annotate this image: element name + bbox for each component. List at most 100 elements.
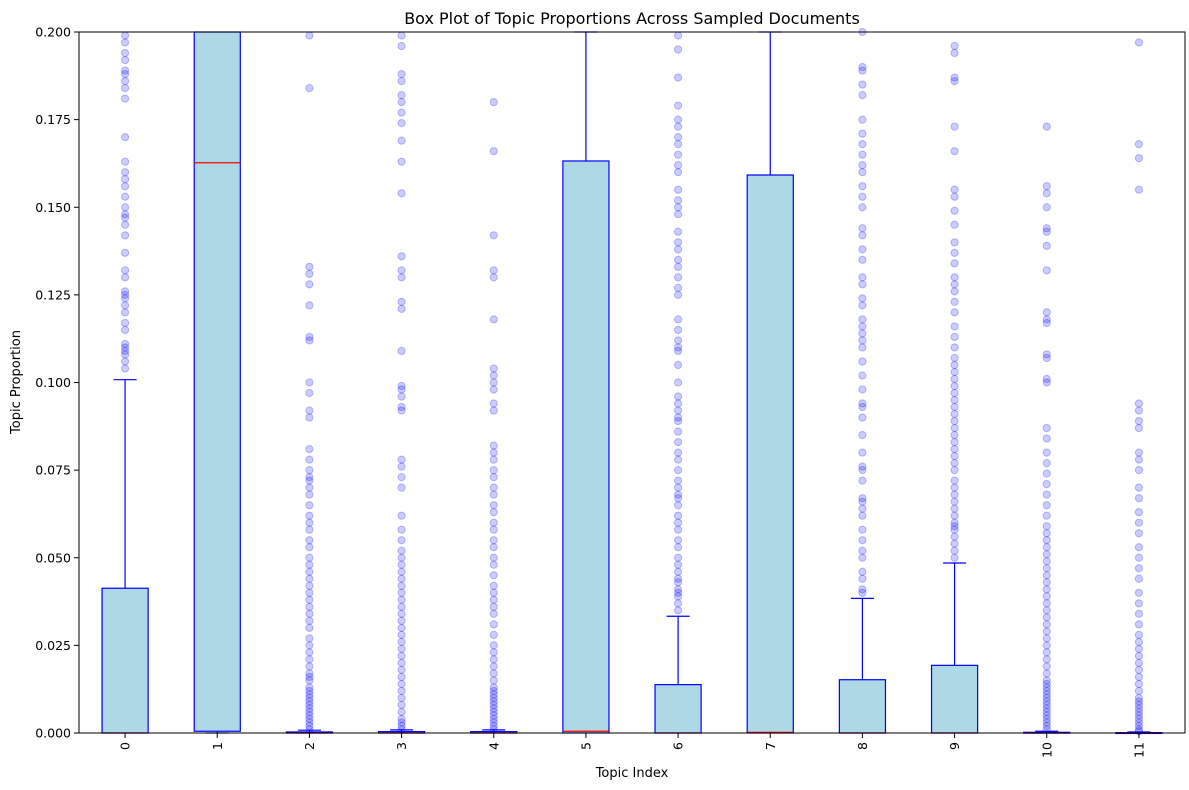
outlier-point [1042, 224, 1051, 233]
outlier-point [1134, 518, 1144, 527]
y-tick-label: 0.100 [35, 375, 71, 390]
outlier-point [1134, 711, 1144, 720]
outlier-point [489, 704, 498, 713]
outlier-point [489, 466, 498, 475]
box-iqr [838, 679, 887, 734]
outlier-point [950, 388, 959, 398]
outlier-point [1042, 578, 1051, 587]
y-tick-label: 0.025 [35, 638, 71, 653]
outlier-point [1042, 315, 1051, 324]
outlier-point [1134, 455, 1144, 464]
outlier-point [950, 416, 959, 426]
outlier-point [489, 669, 498, 678]
outlier-point [673, 150, 683, 159]
outlier-point [950, 409, 959, 419]
outlier-point [305, 609, 314, 618]
box-iqr [562, 160, 610, 734]
outlier-point [950, 206, 959, 215]
box-topic-2 [285, 31, 334, 734]
outlier-point [489, 697, 498, 706]
outlier-point [489, 371, 498, 380]
outlier-point [397, 651, 406, 660]
outlier-point [950, 490, 959, 499]
outlier-point [305, 602, 314, 611]
outlier-point [489, 560, 498, 569]
outlier-point [305, 718, 314, 727]
outlier-point [489, 686, 498, 696]
outlier-point [120, 248, 130, 257]
outlier-point [950, 147, 959, 156]
outlier-point [950, 248, 959, 257]
outlier-point [120, 55, 130, 65]
outlier-point [858, 525, 867, 534]
outlier-point [1134, 416, 1144, 426]
outlier-point [1134, 630, 1144, 639]
outlier-point [305, 693, 314, 703]
outlier-point [1134, 599, 1144, 608]
outlier-point [120, 168, 130, 177]
outlier-point [305, 676, 314, 685]
outlier-point [305, 553, 314, 562]
outlier-point [1042, 711, 1051, 720]
outlier-point [1042, 662, 1051, 671]
outlier-point [950, 476, 959, 485]
x-tick-label: 2 [302, 742, 317, 750]
outlier-point [305, 655, 314, 664]
outlier-point [397, 602, 406, 611]
outlier-point [858, 476, 867, 485]
outlier-point [950, 423, 959, 433]
outlier-point [673, 31, 683, 40]
outlier-point [858, 343, 867, 352]
outlier-point [1042, 122, 1051, 131]
outlier-point [1134, 700, 1144, 710]
outlier-point [1134, 423, 1144, 433]
outlier-point [673, 45, 683, 54]
outlier-point [673, 511, 683, 520]
outlier-point [489, 683, 498, 692]
outlier-point [305, 697, 314, 706]
outlier-point [673, 490, 683, 499]
outlier-point [397, 665, 406, 675]
outlier-point [858, 466, 867, 475]
outlier-point [489, 588, 498, 597]
outlier-point [1042, 564, 1051, 573]
outlier-point [1042, 374, 1051, 384]
outlier-point [673, 476, 683, 485]
outlier-point [950, 430, 959, 440]
outlier-point [1042, 543, 1051, 552]
outlier-point [673, 255, 683, 264]
outlier-point [120, 182, 130, 191]
box-iqr [101, 587, 149, 734]
outlier-point [305, 721, 314, 731]
outlier-point [673, 290, 683, 299]
outlier-point [120, 48, 130, 58]
outlier-point [305, 483, 314, 492]
outlier-point [858, 567, 867, 576]
outlier-point [950, 259, 959, 268]
outlier-point [489, 648, 498, 657]
outlier-point [1134, 574, 1144, 583]
box-topic-3 [377, 31, 426, 734]
outlier-point [305, 501, 314, 510]
outlier-point [950, 511, 959, 520]
outlier-point [489, 448, 498, 457]
outlier-point [1042, 434, 1051, 443]
outlier-point [120, 192, 130, 201]
outlier-point [489, 602, 498, 611]
outlier-point [950, 322, 959, 331]
outlier-point [489, 441, 498, 450]
outlier-point [489, 693, 498, 703]
outlier-point [120, 290, 130, 299]
outlier-point [489, 483, 498, 492]
outlier-point [489, 364, 498, 373]
outlier-point [950, 553, 959, 562]
outlier-point [673, 606, 683, 615]
outlier-point [120, 38, 130, 47]
outlier-point [397, 381, 406, 391]
outlier-point [950, 546, 959, 555]
outlier-point [397, 616, 406, 625]
outlier-point [673, 599, 683, 608]
outlier-point [305, 536, 314, 545]
outlier-point [305, 31, 314, 40]
